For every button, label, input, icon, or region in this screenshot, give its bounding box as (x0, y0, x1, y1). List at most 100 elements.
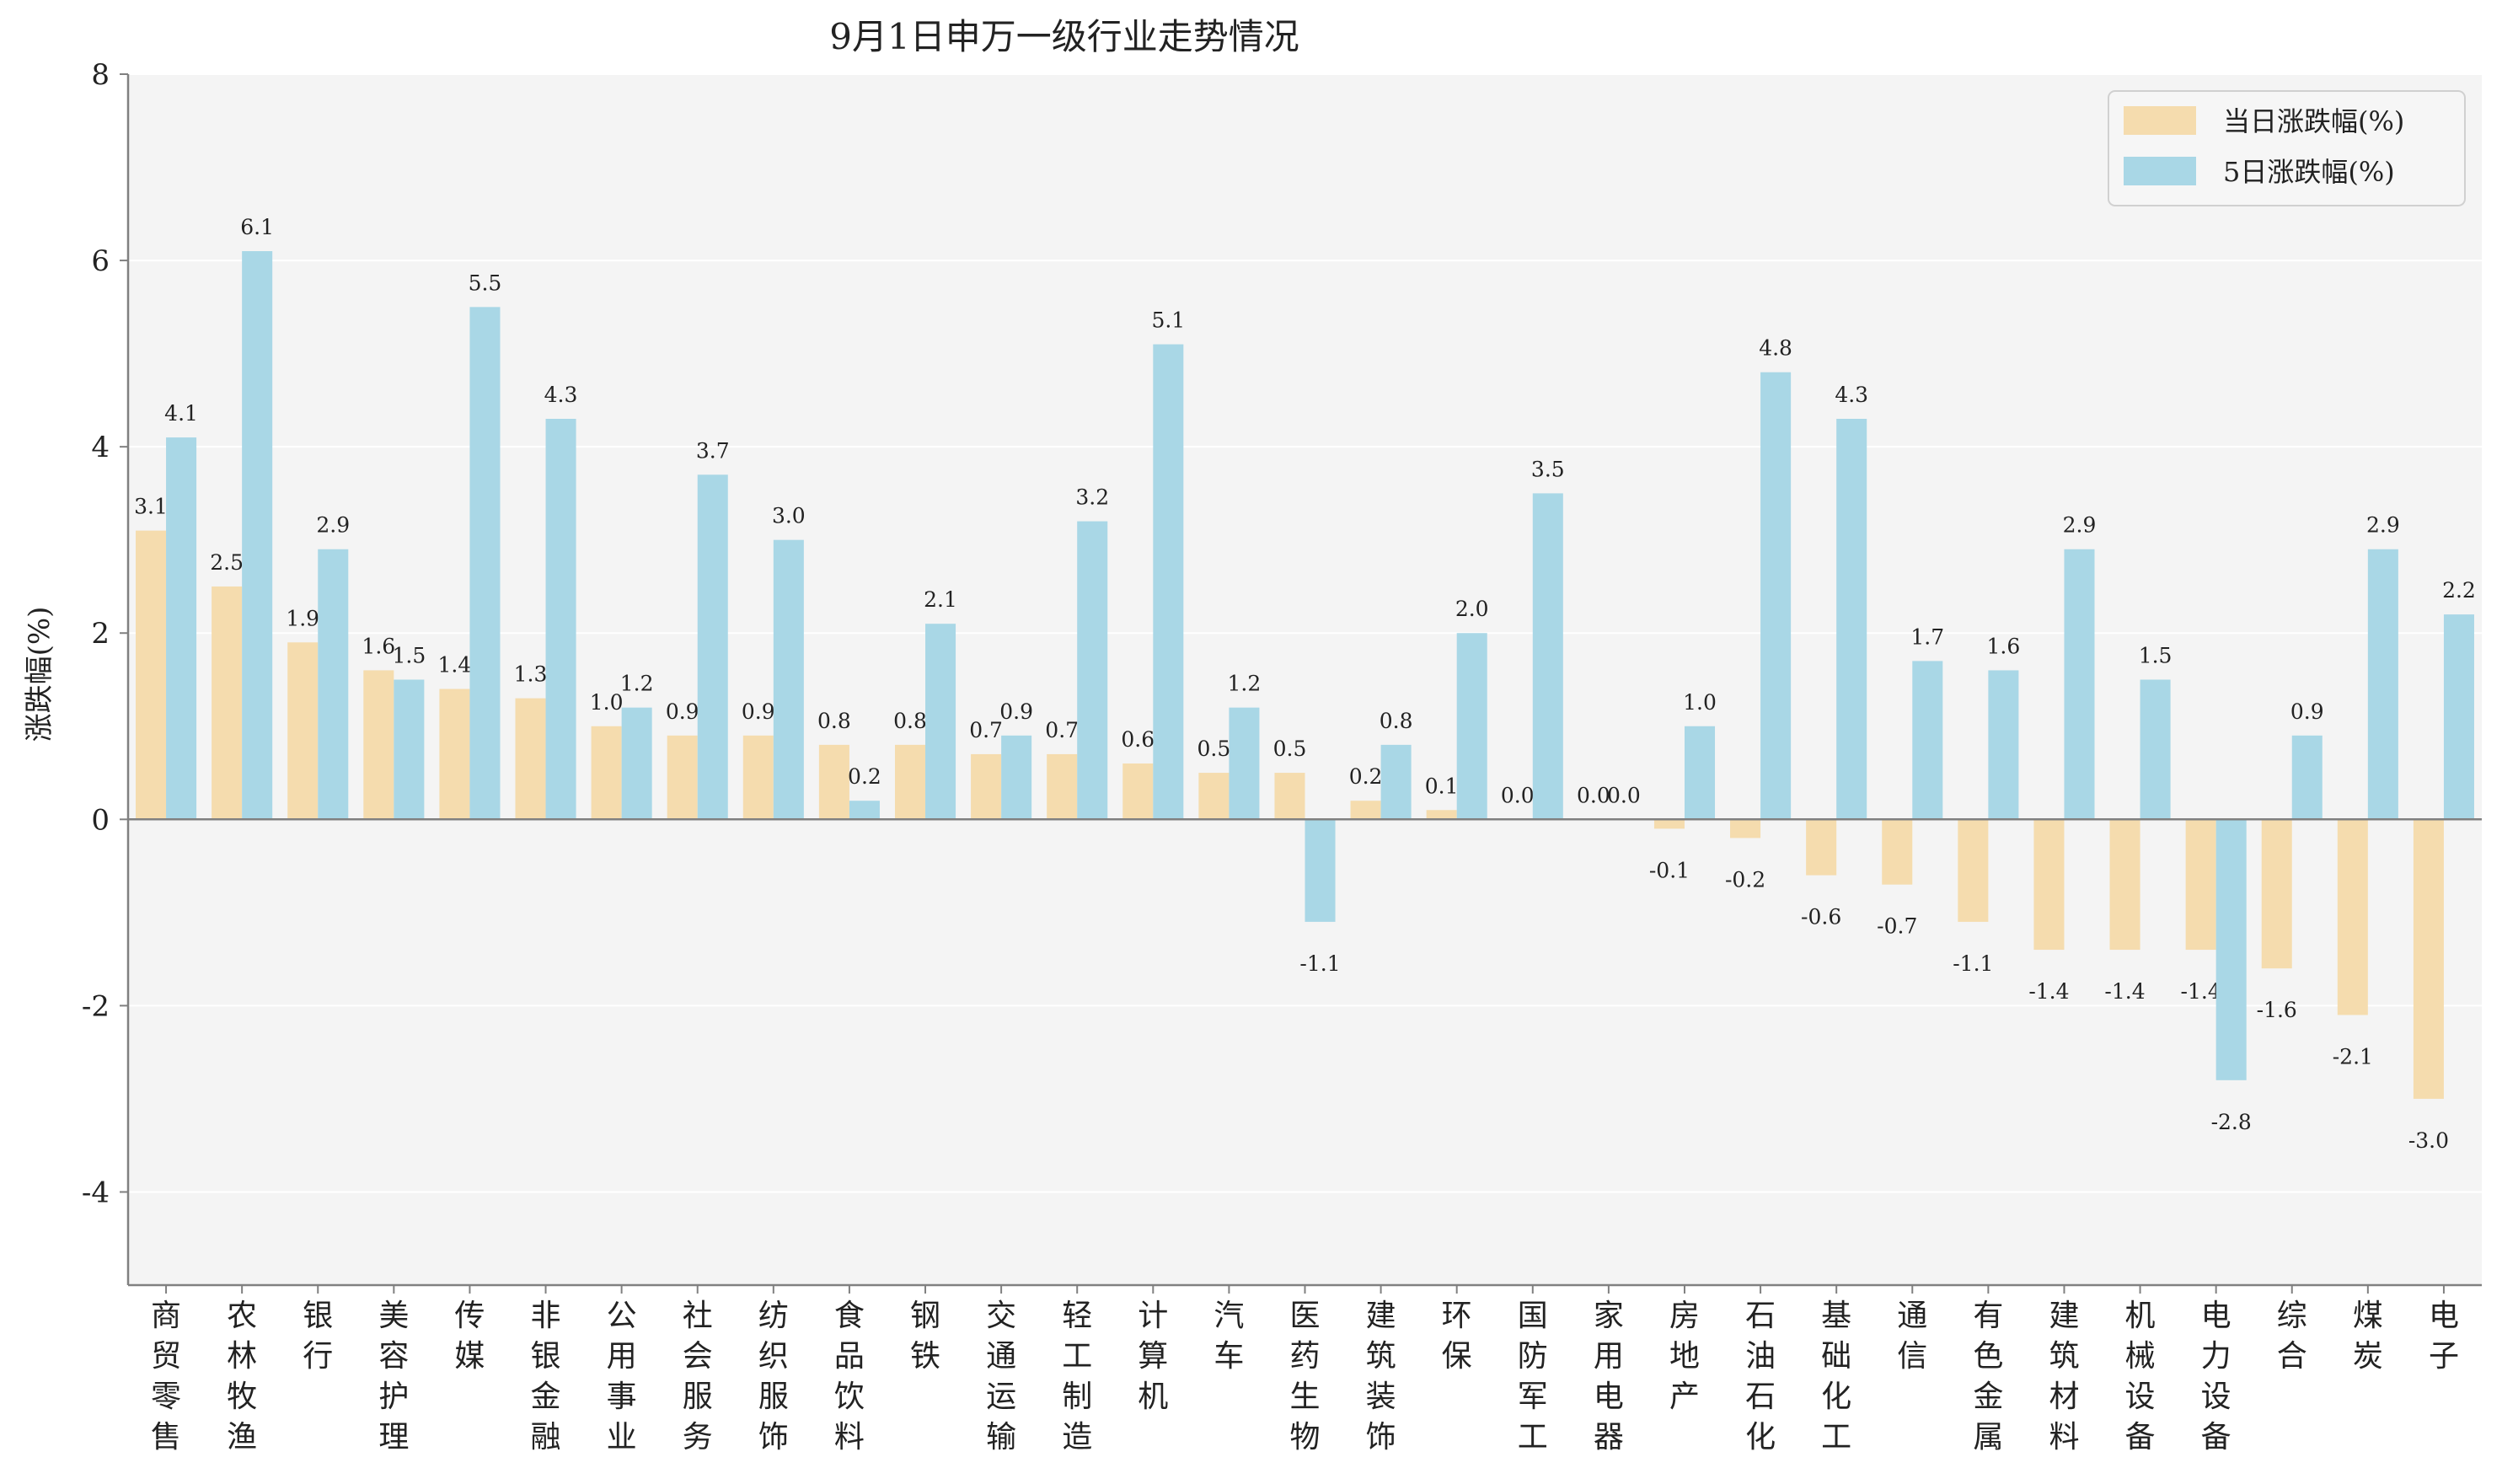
data-label-daily-18: 0.0 (1501, 783, 1535, 807)
bar-daily-16 (1350, 801, 1381, 820)
data-label-daily-14: 0.5 (1197, 737, 1231, 761)
data-label-five-day-22: 4.3 (1835, 383, 1868, 407)
data-label-daily-25: -1.4 (2028, 979, 2069, 1004)
data-label-five-day-1: 6.1 (240, 215, 274, 239)
bar-five-day-12 (1077, 521, 1108, 820)
data-label-daily-10: 0.8 (893, 709, 927, 733)
x-tick-label-18: 国防军工 (1518, 1299, 1548, 1455)
data-label-five-day-27: -2.8 (2211, 1110, 2252, 1134)
bar-daily-12 (1047, 753, 1078, 820)
bar-five-day-9 (849, 801, 880, 820)
data-label-five-day-11: 0.9 (999, 699, 1033, 724)
x-tick-label-30: 电子 (2429, 1299, 2459, 1374)
bar-daily-4 (439, 688, 470, 820)
bar-five-day-17 (1456, 633, 1487, 820)
bar-daily-7 (667, 735, 698, 820)
data-label-five-day-3: 1.5 (392, 644, 426, 668)
data-label-five-day-25: 2.9 (2063, 513, 2097, 538)
data-label-daily-9: 0.8 (817, 709, 851, 733)
data-label-five-day-13: 5.1 (1151, 308, 1185, 333)
data-label-five-day-4: 5.5 (469, 271, 502, 295)
plot-area: 3.14.1商贸零售2.56.1农林牧渔1.92.9银行1.61.5美容护理1.… (82, 58, 2482, 1455)
y-tick-label: 6 (91, 244, 110, 278)
data-label-daily-6: 1.0 (590, 690, 624, 715)
data-label-five-day-19: 0.0 (1607, 783, 1641, 807)
bar-five-day-22 (1836, 418, 1867, 820)
bar-five-day-1 (242, 251, 273, 820)
data-label-daily-16: 0.2 (1349, 764, 1383, 789)
data-label-daily-11: 0.7 (969, 718, 1003, 742)
bar-daily-10 (894, 744, 926, 820)
bar-five-day-6 (621, 707, 652, 820)
y-axis-label: 涨跌幅(%) (23, 607, 56, 742)
bar-five-day-23 (1912, 661, 1943, 820)
data-label-five-day-9: 0.2 (848, 764, 881, 789)
bar-daily-23 (1882, 819, 1913, 885)
data-label-five-day-5: 4.3 (544, 383, 578, 407)
x-tick-label-7: 社会服务 (683, 1299, 713, 1455)
bar-five-day-26 (2140, 679, 2171, 820)
data-label-five-day-21: 4.8 (1759, 336, 1792, 361)
data-label-daily-2: 1.9 (286, 606, 319, 630)
x-tick-label-6: 公用事业 (607, 1299, 637, 1455)
data-label-five-day-30: 2.2 (2442, 578, 2476, 603)
x-tick-label-8: 纺织服饰 (758, 1299, 789, 1455)
x-tick-label-3: 美容护理 (378, 1299, 409, 1455)
legend-swatch-0 (2124, 106, 2196, 135)
data-label-five-day-24: 1.6 (1987, 634, 2021, 658)
bar-daily-2 (287, 642, 319, 820)
data-label-five-day-12: 3.2 (1075, 485, 1109, 510)
bar-daily-9 (818, 744, 849, 820)
x-tick-label-10: 钢铁 (910, 1299, 940, 1374)
y-tick-label: 8 (91, 58, 110, 92)
bar-five-day-16 (1380, 744, 1412, 820)
bar-five-day-7 (697, 474, 728, 820)
bar-five-day-10 (925, 624, 956, 820)
x-tick-label-2: 银行 (303, 1299, 333, 1374)
x-tick-label-23: 通信 (1897, 1299, 1927, 1374)
data-label-five-day-20: 1.0 (1683, 690, 1717, 715)
bar-five-day-11 (1001, 735, 1032, 820)
data-label-daily-19: 0.0 (1577, 783, 1610, 807)
x-tick-label-11: 交通运输 (986, 1299, 1016, 1455)
x-tick-label-15: 医药生物 (1289, 1299, 1320, 1455)
bar-daily-29 (2337, 819, 2368, 1015)
data-label-five-day-17: 2.0 (1455, 597, 1489, 621)
bar-five-day-2 (318, 549, 349, 820)
x-tick-label-12: 轻工制造 (1062, 1299, 1092, 1455)
data-label-five-day-7: 3.7 (696, 438, 730, 463)
data-label-five-day-8: 3.0 (772, 504, 806, 528)
bar-five-day-8 (773, 539, 804, 820)
x-tick-label-22: 基础化工 (1821, 1299, 1851, 1455)
bar-five-day-13 (1153, 344, 1184, 820)
data-label-daily-29: -2.1 (2333, 1044, 2373, 1069)
data-label-daily-1: 2.5 (210, 550, 244, 575)
bar-five-day-21 (1760, 372, 1792, 820)
bar-five-day-25 (2064, 549, 2095, 820)
data-label-daily-7: 0.9 (666, 699, 699, 724)
bar-daily-3 (363, 670, 394, 820)
bar-five-day-0 (166, 437, 197, 820)
bar-daily-27 (2185, 819, 2216, 951)
y-tick-label: 2 (91, 617, 110, 651)
bar-daily-13 (1122, 763, 1154, 820)
bar-daily-6 (591, 726, 622, 820)
data-label-five-day-10: 2.1 (924, 587, 957, 612)
x-tick-label-9: 食品饮料 (834, 1299, 865, 1455)
bar-five-day-5 (545, 418, 576, 820)
bar-five-day-14 (1229, 707, 1260, 820)
data-label-daily-20: -0.1 (1649, 858, 1690, 882)
x-tick-label-4: 传媒 (454, 1299, 485, 1374)
bar-five-day-28 (2291, 735, 2323, 820)
data-label-five-day-6: 1.2 (620, 672, 654, 696)
bar-five-day-18 (1532, 493, 1563, 820)
y-tick-label: 4 (91, 431, 110, 464)
bar-daily-24 (1958, 819, 1989, 922)
legend-label-1: 5日涨跌幅(%) (2223, 156, 2395, 188)
data-label-daily-5: 1.3 (514, 662, 548, 687)
data-label-daily-3: 1.6 (362, 634, 395, 658)
data-label-five-day-23: 1.7 (1910, 624, 1944, 649)
legend-swatch-1 (2124, 157, 2196, 185)
data-label-daily-12: 0.7 (1045, 718, 1079, 742)
bar-five-day-4 (469, 307, 501, 820)
